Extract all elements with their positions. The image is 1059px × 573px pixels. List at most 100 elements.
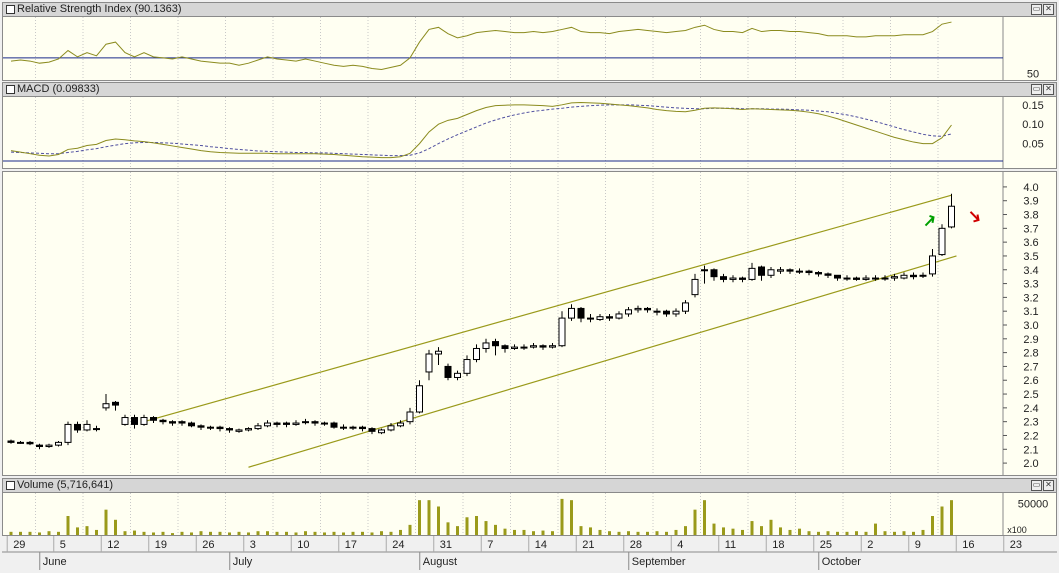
volume-bar xyxy=(408,524,412,535)
minimize-icon[interactable]: ▭ xyxy=(1031,480,1042,491)
volume-bar xyxy=(85,526,89,535)
day-label: 7 xyxy=(487,539,493,551)
price-tick-label: 3.4 xyxy=(1023,265,1038,277)
candle-body xyxy=(368,428,376,432)
volume-bar xyxy=(161,531,165,535)
candle-body xyxy=(710,269,718,278)
candle-body xyxy=(292,422,300,425)
day-label: 17 xyxy=(345,539,357,551)
volume-bar xyxy=(779,527,782,535)
volume-bar xyxy=(133,530,136,535)
day-label: 4 xyxy=(677,539,683,551)
close-icon[interactable]: ✕ xyxy=(1043,84,1054,95)
panel-menu-icon[interactable] xyxy=(6,5,15,14)
price-tick-label: 4.0 xyxy=(1023,182,1038,194)
price-tick-label: 3.8 xyxy=(1023,210,1038,222)
candle-body xyxy=(454,372,461,378)
volume-bar xyxy=(598,529,602,535)
day-label: 31 xyxy=(440,539,452,551)
volume-bar xyxy=(760,526,763,535)
volume-bar xyxy=(617,531,621,535)
candle-body xyxy=(596,316,604,320)
candle-body xyxy=(891,276,898,279)
volume-bar xyxy=(19,531,22,535)
volume-bar xyxy=(427,500,431,535)
month-label: August xyxy=(423,556,457,568)
candle-body xyxy=(900,274,908,279)
volume-title-bar: Volume (5,716,641) ▭ ✕ xyxy=(3,479,1056,493)
volume-bar xyxy=(883,531,887,535)
volume-bar xyxy=(465,517,469,535)
volume-bar xyxy=(104,509,108,535)
candle-body xyxy=(416,385,423,413)
volume-bar xyxy=(95,529,98,535)
volume-bar xyxy=(551,531,554,535)
candle-body xyxy=(796,270,803,273)
macd-signal-line xyxy=(10,104,952,157)
volume-tick-label: 50000 xyxy=(1018,498,1049,510)
close-icon[interactable]: ✕ xyxy=(1043,4,1054,15)
close-icon[interactable]: ✕ xyxy=(1043,480,1054,491)
candle-body xyxy=(834,274,841,279)
volume-bar xyxy=(237,531,241,535)
day-label: 9 xyxy=(915,539,921,551)
rsi-title: Relative Strength Index (90.1363) xyxy=(17,3,182,15)
candle-body xyxy=(843,277,851,280)
price-tick-label: 2.6 xyxy=(1023,375,1038,387)
candle-body xyxy=(188,422,195,427)
candle-body xyxy=(805,270,813,274)
candle-body xyxy=(131,417,138,425)
volume-bar xyxy=(361,531,364,535)
volume-bar xyxy=(703,500,706,535)
price-tick-label: 3.5 xyxy=(1023,251,1038,263)
candle-body xyxy=(359,426,366,430)
price-tick-label: 3.2 xyxy=(1023,292,1038,304)
volume-bar xyxy=(123,531,127,535)
volume-bar xyxy=(817,531,820,535)
candle-body xyxy=(283,422,290,425)
candle-body xyxy=(425,353,433,373)
volume-bar xyxy=(418,500,421,535)
candle-body xyxy=(919,274,927,277)
candle-body xyxy=(587,317,594,320)
candle-body xyxy=(539,345,547,348)
volume-bar xyxy=(855,531,858,535)
minimize-icon[interactable]: ▭ xyxy=(1031,4,1042,15)
volume-bar xyxy=(313,531,317,535)
volume-bar xyxy=(484,521,488,535)
price-tick-label: 3.3 xyxy=(1023,279,1038,291)
price-tick-label: 2.7 xyxy=(1023,361,1038,373)
day-label: 12 xyxy=(107,539,119,551)
day-label: 18 xyxy=(772,539,784,551)
x-axis: 29 5 12 19 26 3 10 17 24 31 7 14 21 28 4 11 18 25 2 9 16 23Ju… xyxy=(2,536,1057,570)
rsi-title-bar: Relative Strength Index (90.1363) ▭ ✕ xyxy=(3,3,1056,17)
volume-bar xyxy=(931,516,934,535)
volume-bar xyxy=(389,531,393,535)
volume-bar xyxy=(57,531,60,535)
rsi-panel: Relative Strength Index (90.1363) ▭ ✕ 50 xyxy=(2,2,1057,81)
candle-body xyxy=(634,307,642,311)
candle-body xyxy=(910,274,917,278)
volume-bar xyxy=(47,531,51,535)
volume-bar xyxy=(190,532,193,535)
price-tick-label: 2.1 xyxy=(1023,444,1038,456)
candle-body xyxy=(625,309,632,315)
price-tick-label: 3.1 xyxy=(1023,306,1038,318)
volume-bar xyxy=(275,531,279,535)
price-tick-label: 2.4 xyxy=(1023,403,1038,415)
volume-bar xyxy=(304,531,307,535)
minimize-icon[interactable]: ▭ xyxy=(1031,84,1042,95)
candle-body xyxy=(378,429,385,434)
day-label: 3 xyxy=(250,539,256,551)
candle-body xyxy=(549,345,556,348)
candle-body xyxy=(473,347,480,361)
volume-bar xyxy=(475,516,478,535)
panel-menu-icon[interactable] xyxy=(6,85,15,94)
panel-menu-icon[interactable] xyxy=(6,481,15,490)
candle-body xyxy=(226,428,233,431)
month-label: June xyxy=(43,556,67,568)
candle-body xyxy=(530,345,537,348)
volume-bar xyxy=(684,526,687,535)
candle-body xyxy=(815,272,822,275)
arrow-down-icon xyxy=(969,211,980,223)
